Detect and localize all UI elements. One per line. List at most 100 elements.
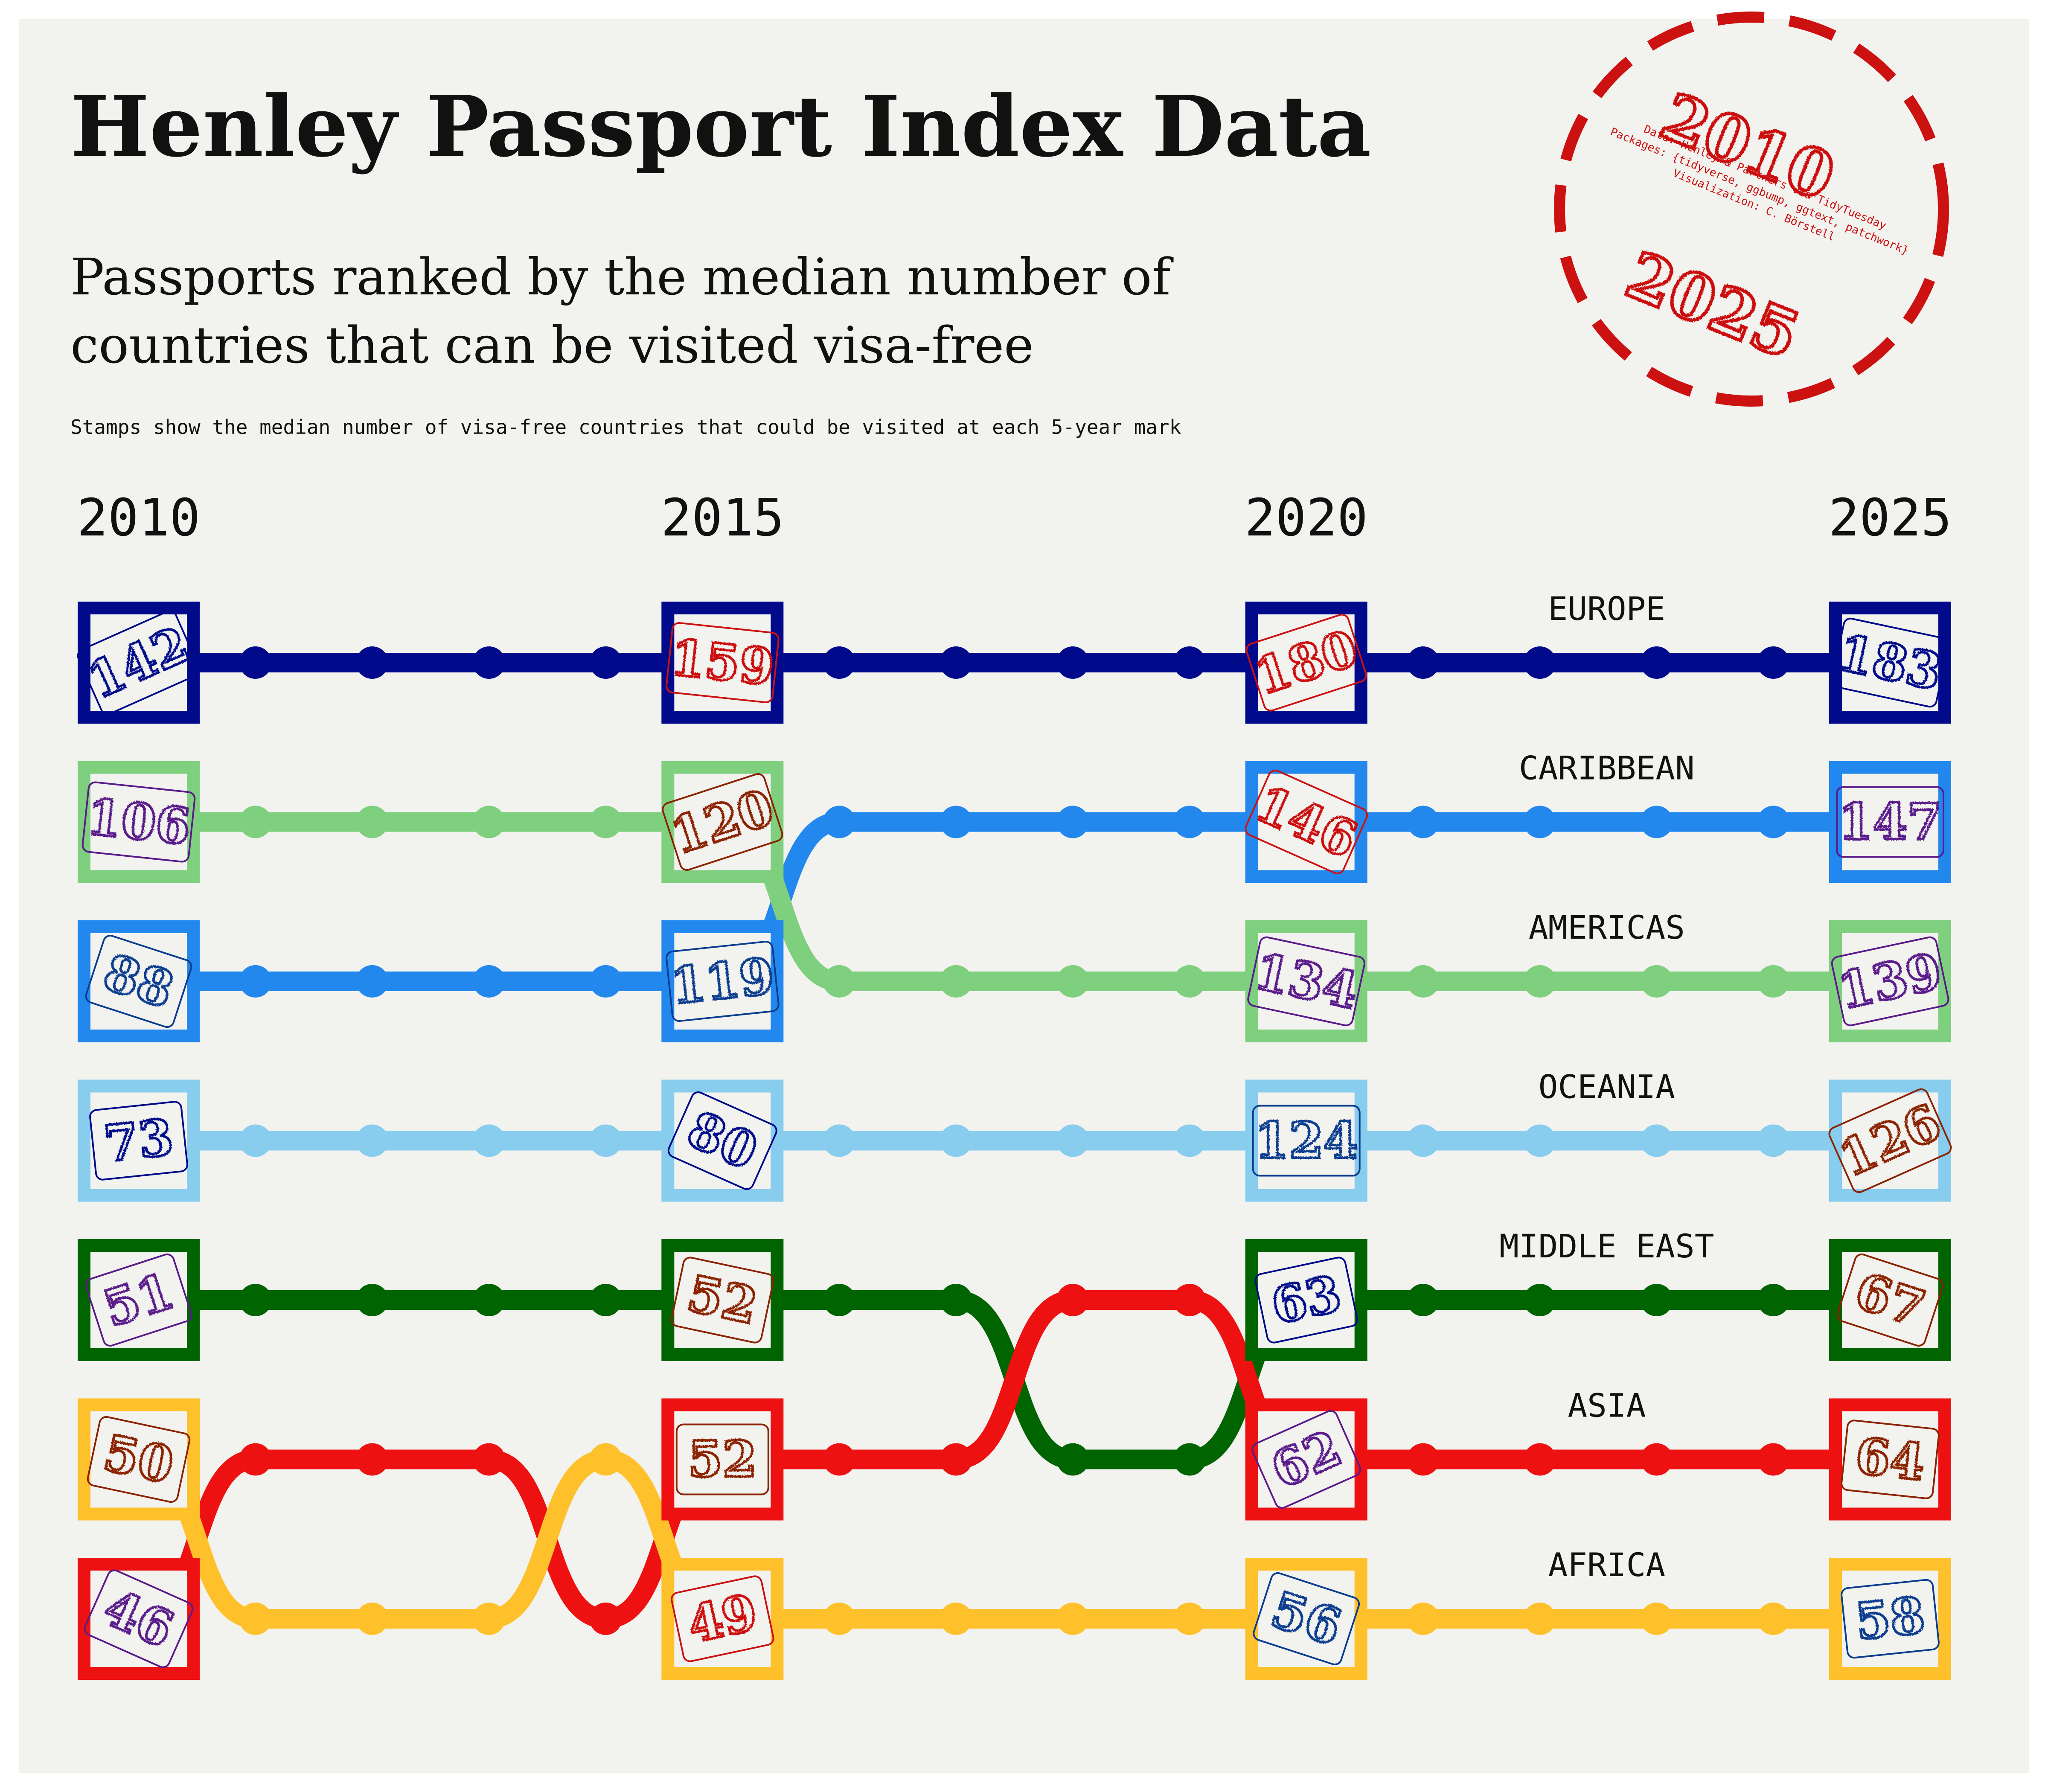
point-europe-2014: [589, 646, 622, 679]
point-middle-east-2021: [1407, 1284, 1440, 1316]
station-africa-2025: [1829, 1558, 1951, 1680]
point-africa-2019: [1173, 1603, 1206, 1635]
point-americas-2023: [1640, 965, 1673, 998]
point-caribbean-2018: [1056, 806, 1089, 838]
point-middle-east-2023: [1640, 1284, 1673, 1316]
chart-caption: Stamps show the median number of visa-fr…: [70, 416, 1181, 439]
point-africa-2017: [940, 1603, 972, 1635]
point-europe-2023: [1640, 646, 1673, 679]
station-europe-2015: [661, 602, 784, 724]
point-asia-2024: [1757, 1443, 1790, 1476]
stamp-frame-asia-2015: [675, 1423, 769, 1495]
point-asia-2021: [1407, 1443, 1440, 1476]
panel-background: [19, 19, 2029, 1773]
year-label-2015: 2015: [661, 489, 784, 548]
stamp-frame-caribbean-2015: [666, 940, 780, 1022]
chart-title: Henley Passport Index Data: [70, 78, 1371, 176]
point-asia-2012: [356, 1443, 389, 1476]
point-africa-2011: [239, 1603, 272, 1635]
station-asia-2015: [661, 1398, 784, 1521]
stamp-frame-americas-2025: [1831, 936, 1949, 1027]
point-caribbean-2022: [1524, 806, 1556, 838]
stamp-europe-2025: 183: [1831, 617, 1949, 708]
chart-subtitle-line-1: Passports ranked by the median number of: [70, 247, 1174, 306]
point-middle-east-2024: [1757, 1284, 1790, 1316]
stamp-europe-2015: 159: [666, 622, 780, 704]
point-oceania-2024: [1757, 1124, 1790, 1157]
region-label-oceania: OCEANIA: [1539, 1068, 1675, 1106]
year-label-2010: 2010: [77, 489, 201, 548]
stamp-frame-middle-east-2010: [85, 1253, 192, 1347]
stamp-frame-asia-2020: [1251, 1410, 1361, 1509]
point-asia-2016: [823, 1443, 855, 1476]
value-label-africa-2025: 58: [1853, 1586, 1928, 1651]
stamp-frame-asia-2010: [84, 1569, 194, 1668]
station-oceania-2025: [1829, 1079, 1951, 1202]
stamp-frame-americas-2010: [81, 781, 196, 863]
stamp-americas-2025: 139: [1831, 936, 1949, 1027]
station-asia-2010: [78, 1558, 200, 1680]
point-caribbean-2019: [1173, 806, 1206, 838]
point-africa-2022: [1524, 1603, 1556, 1635]
point-europe-2021: [1407, 646, 1440, 679]
region-label-asia: ASIA: [1568, 1387, 1646, 1425]
stamp-oceania-2020: 124: [1252, 1105, 1361, 1177]
chart-subtitle-line-2: countries that can be visited visa-free: [70, 316, 1034, 375]
point-middle-east-2018: [1056, 1443, 1089, 1476]
point-africa-2018: [1056, 1603, 1089, 1635]
stamp-frame-oceania-2010: [89, 1101, 188, 1181]
point-americas-2012: [356, 806, 389, 838]
station-caribbean-2025: [1829, 761, 1951, 883]
point-middle-east-2013: [473, 1284, 505, 1316]
point-middle-east-2012: [356, 1284, 389, 1316]
station-asia-2025: [1829, 1398, 1951, 1521]
stamp-frame-africa-2025: [1841, 1579, 1940, 1659]
point-oceania-2018: [1056, 1124, 1089, 1157]
region-label-middle-east: MIDDLE EAST: [1499, 1227, 1714, 1265]
point-europe-2017: [940, 646, 972, 679]
stamp-frame-caribbean-2010: [85, 934, 192, 1028]
point-oceania-2012: [356, 1124, 389, 1157]
stamp-oceania-2010: 73: [89, 1101, 188, 1181]
point-caribbean-2017: [940, 806, 972, 838]
station-asia-2020: [1245, 1398, 1367, 1521]
point-middle-east-2016: [823, 1284, 855, 1316]
point-oceania-2019: [1173, 1124, 1206, 1157]
point-caribbean-2012: [356, 965, 389, 998]
station-oceania-2020: [1245, 1079, 1367, 1202]
region-labels: EUROPE CARIBBEAN AMERICAS OCEANIA MIDDLE EAS…: [1499, 590, 1714, 1584]
point-africa-2021: [1407, 1603, 1440, 1635]
point-oceania-2021: [1407, 1124, 1440, 1157]
stamp-asia-2015: 52: [675, 1423, 769, 1495]
credit-stamp-ring: [1554, 12, 1949, 407]
point-africa-2013: [473, 1603, 505, 1635]
point-americas-2016: [823, 965, 855, 998]
point-asia-2023: [1640, 1443, 1673, 1476]
station-caribbean-2015: [661, 920, 784, 1042]
value-label-caribbean-2015: 119: [668, 947, 777, 1016]
point-asia-2017: [940, 1443, 972, 1476]
point-asia-2022: [1524, 1443, 1556, 1476]
point-europe-2013: [473, 646, 505, 679]
stamp-frame-oceania-2020: [1252, 1105, 1361, 1177]
region-label-europe: EUROPE: [1548, 590, 1666, 628]
point-americas-2017: [940, 965, 972, 998]
region-label-caribbean: CARIBBEAN: [1519, 749, 1695, 787]
year-labels: 2010 2015 2020 2025: [77, 489, 1952, 548]
stamp-americas-2020: 134: [1247, 936, 1366, 1027]
point-oceania-2023: [1640, 1124, 1673, 1157]
point-asia-2019: [1173, 1284, 1206, 1316]
point-europe-2024: [1757, 646, 1790, 679]
point-africa-2012: [356, 1603, 389, 1635]
stamp-frame-caribbean-2020: [1245, 769, 1368, 875]
station-boxes: [78, 602, 1951, 1680]
value-label-asia-2025: 64: [1853, 1427, 1928, 1492]
station-caribbean-2020: [1245, 761, 1367, 883]
point-europe-2011: [239, 646, 272, 679]
point-caribbean-2016: [823, 806, 855, 838]
point-americas-2014: [589, 806, 622, 838]
point-americas-2019: [1173, 965, 1206, 998]
point-oceania-2016: [823, 1124, 855, 1157]
stamp-americas-2010: 106: [81, 781, 196, 863]
